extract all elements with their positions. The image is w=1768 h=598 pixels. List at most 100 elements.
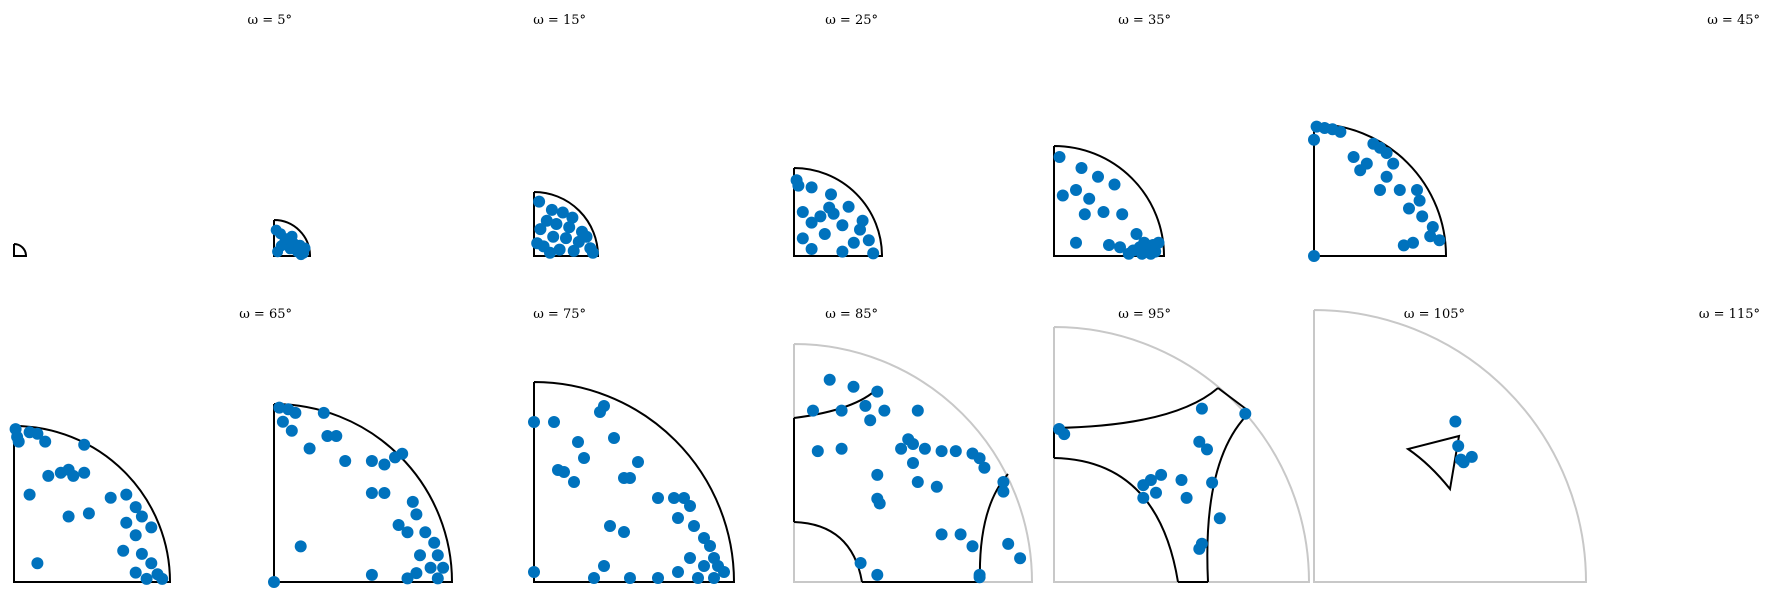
boundary-curve bbox=[1053, 387, 1219, 429]
data-point bbox=[1133, 241, 1146, 254]
data-point bbox=[594, 406, 606, 418]
data-point bbox=[678, 492, 690, 504]
panel-omega-25: ω = 25° bbox=[790, 13, 884, 260]
data-point bbox=[140, 572, 153, 585]
data-point bbox=[42, 469, 55, 482]
data-point bbox=[1393, 184, 1406, 196]
data-point bbox=[414, 549, 426, 562]
data-point bbox=[1070, 184, 1082, 196]
data-point bbox=[1137, 491, 1150, 504]
data-point bbox=[365, 455, 378, 467]
data-point bbox=[396, 447, 409, 460]
data-point bbox=[272, 246, 284, 258]
data-point bbox=[997, 476, 1010, 488]
data-point bbox=[378, 458, 391, 471]
panel-omega-0 bbox=[13, 243, 28, 257]
data-point bbox=[1175, 474, 1188, 486]
data-point bbox=[31, 427, 44, 440]
data-point bbox=[1239, 407, 1252, 420]
data-point bbox=[285, 424, 298, 437]
data-point bbox=[1097, 206, 1110, 218]
data-point bbox=[378, 487, 391, 499]
data-point bbox=[540, 214, 553, 227]
data-point bbox=[419, 526, 432, 539]
sector-outline bbox=[273, 219, 312, 257]
data-point bbox=[558, 466, 570, 478]
data-point bbox=[949, 445, 962, 458]
data-point bbox=[78, 466, 91, 479]
data-point bbox=[1374, 184, 1386, 196]
data-point bbox=[672, 512, 684, 524]
data-point bbox=[825, 188, 837, 201]
data-point bbox=[859, 399, 872, 412]
data-point bbox=[1108, 178, 1121, 191]
data-point bbox=[1403, 202, 1415, 215]
data-point bbox=[704, 540, 716, 552]
data-point bbox=[805, 181, 818, 194]
data-point bbox=[410, 508, 423, 521]
panel-title: ω = 95° bbox=[1118, 307, 1171, 322]
panel-omega-115: ω = 115° bbox=[1313, 307, 1760, 583]
panel-omega-105: ω = 105° bbox=[1053, 307, 1465, 583]
data-point bbox=[268, 576, 280, 588]
data-point bbox=[1424, 230, 1437, 243]
data-point bbox=[428, 536, 441, 549]
data-point bbox=[911, 476, 924, 488]
data-point bbox=[365, 568, 378, 581]
data-point bbox=[563, 221, 576, 234]
data-point bbox=[1397, 239, 1410, 252]
sector-outline bbox=[793, 343, 1034, 583]
data-point bbox=[1122, 247, 1135, 260]
data-point bbox=[129, 566, 142, 579]
data-point bbox=[547, 230, 560, 243]
data-point bbox=[62, 510, 75, 523]
data-point bbox=[688, 520, 700, 532]
data-point bbox=[1137, 479, 1150, 492]
data-point bbox=[895, 442, 908, 455]
data-point bbox=[129, 529, 142, 542]
data-point bbox=[796, 206, 809, 218]
data-point bbox=[531, 237, 544, 250]
data-point bbox=[973, 452, 986, 465]
panel-omega-75: ω = 75° bbox=[268, 307, 586, 588]
data-point bbox=[823, 201, 836, 214]
data-point bbox=[1116, 208, 1129, 221]
data-point bbox=[321, 430, 334, 442]
data-point bbox=[978, 461, 991, 474]
data-point bbox=[862, 234, 875, 247]
data-point bbox=[1195, 402, 1208, 415]
data-point bbox=[1092, 170, 1104, 183]
data-point bbox=[1457, 456, 1470, 469]
data-point bbox=[1053, 151, 1066, 163]
data-point bbox=[135, 510, 148, 523]
sector-outline bbox=[273, 403, 454, 583]
sector-outline bbox=[13, 425, 172, 583]
data-point bbox=[303, 442, 316, 455]
data-point bbox=[823, 373, 836, 386]
data-point bbox=[1014, 552, 1027, 565]
data-point bbox=[907, 457, 919, 469]
panel-title: ω = 115° bbox=[1699, 307, 1760, 322]
data-point bbox=[545, 203, 558, 216]
data-point bbox=[835, 442, 848, 455]
data-point bbox=[568, 476, 580, 488]
data-point bbox=[67, 469, 80, 482]
panel-title: ω = 85° bbox=[825, 307, 878, 322]
data-point bbox=[120, 516, 133, 529]
data-point bbox=[431, 549, 444, 562]
sector-outline bbox=[1313, 123, 1448, 257]
data-point bbox=[867, 247, 880, 260]
data-point bbox=[78, 438, 91, 451]
data-point bbox=[1075, 162, 1088, 174]
data-point bbox=[317, 406, 330, 419]
data-point bbox=[836, 219, 849, 232]
data-point bbox=[854, 557, 867, 569]
data-point bbox=[1308, 133, 1320, 146]
sector-outline bbox=[533, 381, 736, 583]
data-point bbox=[135, 547, 148, 560]
data-point bbox=[586, 246, 599, 259]
data-point bbox=[864, 414, 877, 427]
data-point bbox=[588, 572, 600, 584]
data-point bbox=[918, 442, 931, 455]
data-point bbox=[556, 206, 569, 219]
